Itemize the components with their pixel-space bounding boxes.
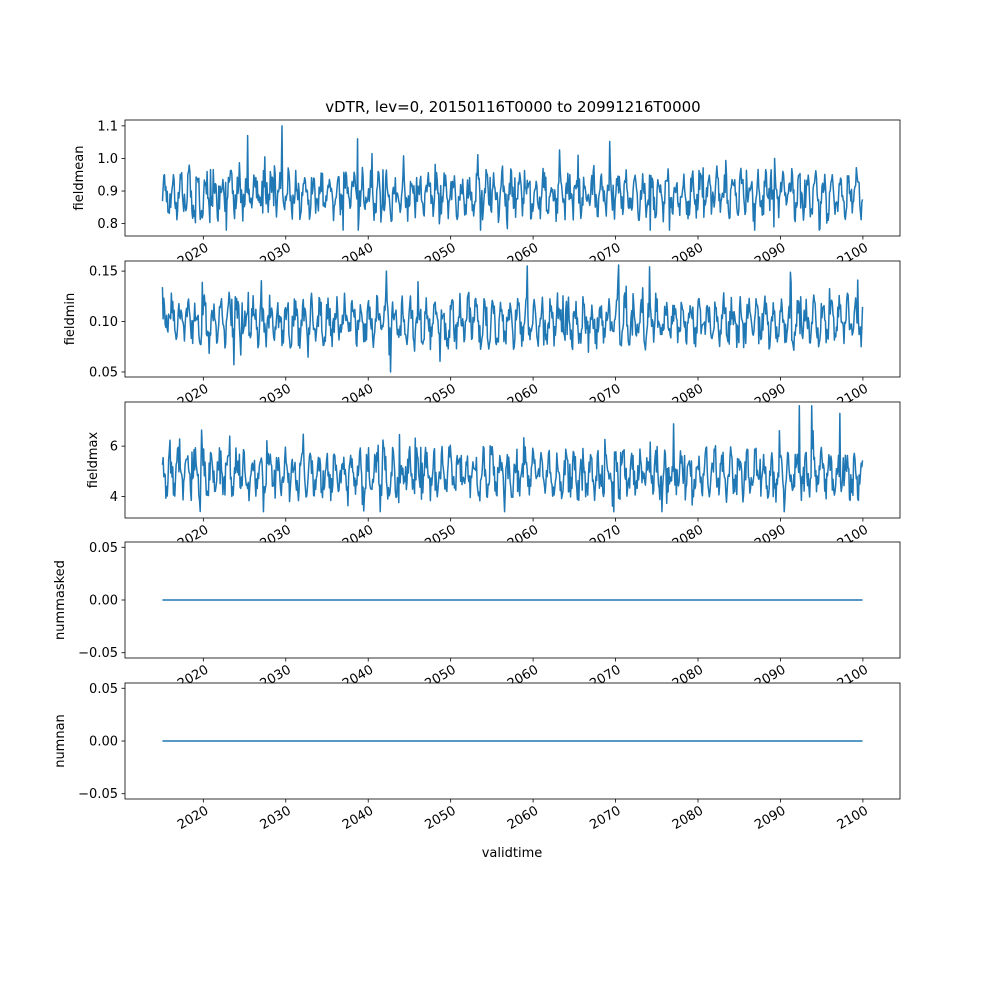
y-tick-label: 0.00: [89, 735, 118, 750]
x-axis-label: validtime: [482, 846, 543, 861]
series-line-fieldmax: [161, 405, 864, 513]
y-axis-label-fieldmean: fieldmean: [72, 146, 87, 211]
y-tick-label: 0.9: [97, 185, 118, 200]
y-tick-label: 0.05: [89, 682, 118, 697]
series-line-fieldmean: [161, 125, 864, 231]
series-line-fieldmin: [161, 264, 864, 373]
y-tick-label: 0.05: [89, 541, 118, 556]
y-tick-label: 0.05: [89, 365, 118, 380]
axes-frame-fieldmin: [124, 260, 901, 378]
y-tick-label: 0.10: [89, 315, 118, 330]
y-axis-label-nummasked: nummasked: [53, 560, 68, 640]
y-tick-label: 1.0: [97, 152, 118, 167]
y-tick-label: 1.1: [97, 119, 118, 134]
axes-frame-fieldmax: [124, 401, 901, 519]
y-axis-label-numnan: numnan: [53, 714, 68, 768]
y-tick-label: −0.05: [78, 646, 118, 661]
y-axis-label-fieldmin: fieldmin: [63, 293, 78, 346]
y-tick-label: 0.15: [89, 265, 118, 280]
y-tick-label: 0.8: [97, 217, 118, 232]
chart-title: vDTR, lev=0, 20150116T0000 to 20991216T0…: [325, 98, 700, 116]
y-tick-label: −0.05: [78, 787, 118, 802]
y-tick-label: 0.00: [89, 594, 118, 609]
y-axis-label-fieldmax: fieldmax: [86, 432, 101, 489]
axes-frame-fieldmean: [124, 119, 901, 237]
y-tick-label: 4: [110, 490, 118, 505]
y-tick-label: 6: [110, 440, 118, 455]
